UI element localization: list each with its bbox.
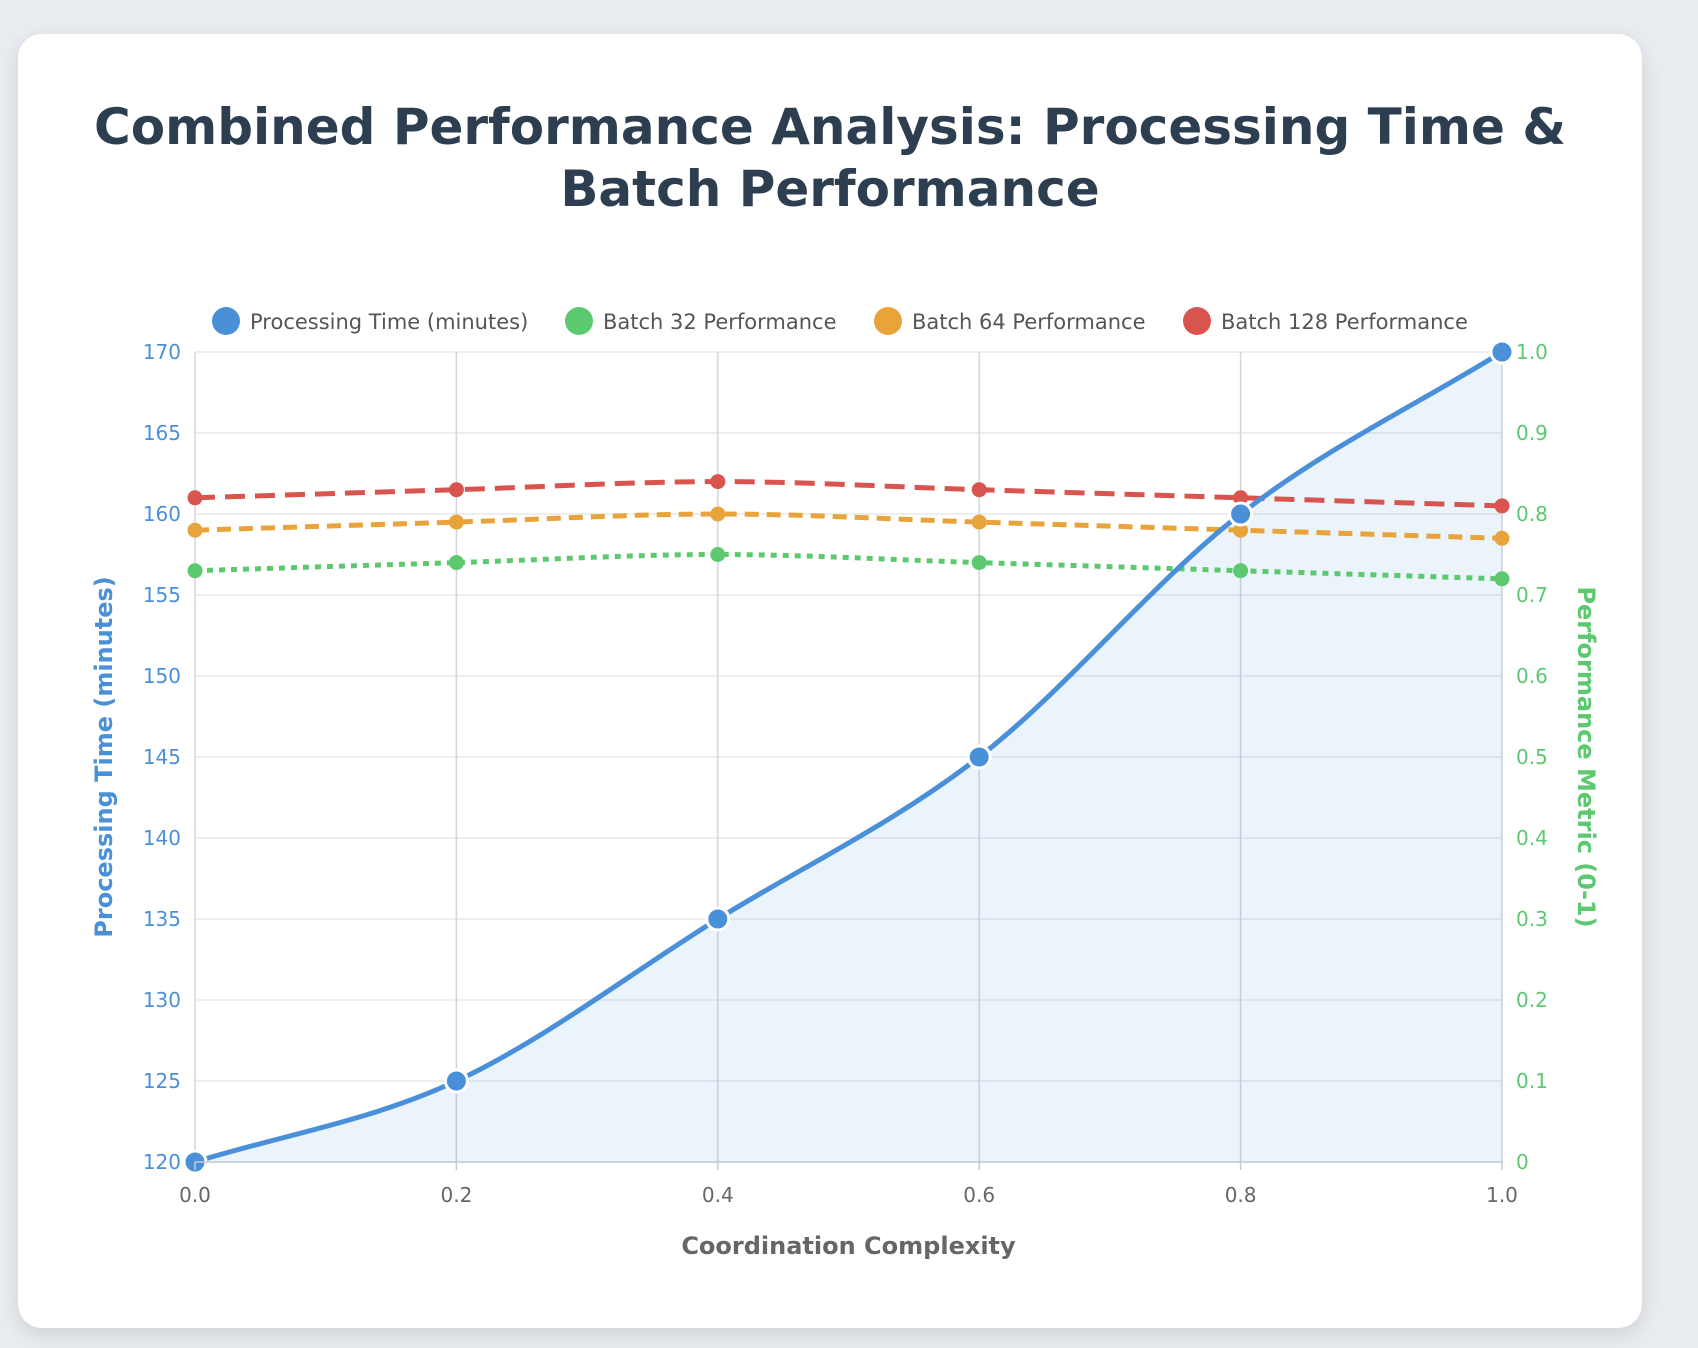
data-point-processing-time [1228, 501, 1254, 527]
series-line-batch-128-performance [194, 479, 1503, 509]
data-point-batch-32-performance [187, 563, 203, 579]
y-right-tick-label: 0.9 [1516, 421, 1548, 445]
y-right-tick-label: 0.4 [1516, 826, 1548, 850]
legend-label: Processing Time (minutes) [250, 310, 528, 334]
chart-card: Combined Performance Analysis: Processin… [18, 34, 1642, 1328]
data-point-processing-time [966, 744, 992, 770]
legend-swatch [212, 307, 240, 335]
data-point-batch-64-performance [448, 514, 464, 530]
data-point-batch-128-performance [1494, 498, 1510, 514]
data-point-batch-128-performance [448, 482, 464, 498]
y-left-tick-label: 155 [143, 583, 181, 607]
y-right-tick-label: 0.6 [1516, 664, 1548, 688]
data-point-batch-128-performance [710, 474, 726, 490]
y-right-tick-label: 0.1 [1516, 1069, 1548, 1093]
y-left-tick-label: 125 [143, 1069, 181, 1093]
legend-label: Batch 64 Performance [912, 310, 1146, 334]
data-point-batch-32-performance [448, 555, 464, 571]
series-line-batch-32-performance [194, 552, 1503, 582]
y-left-tick-label: 165 [143, 421, 181, 445]
y-right-tick-label: 0 [1516, 1150, 1529, 1174]
legend: Processing Time (minutes) Batch 32 Perfor… [212, 307, 1468, 335]
chart-title: Combined Performance Analysis: Processin… [94, 98, 1566, 218]
y-left-tick-label: 145 [143, 745, 181, 769]
data-point-batch-64-performance [187, 522, 203, 538]
data-point-batch-128-performance [1233, 490, 1249, 506]
grid [194, 351, 1503, 1163]
y-right-tick-label: 0.2 [1516, 988, 1548, 1012]
series-points [182, 339, 1515, 1175]
x-tick-label: 0.2 [440, 1183, 472, 1207]
data-point-processing-time [705, 906, 731, 932]
axes: 120 125 130 135 140 145 150 155 160 165 170 0 0.1 0.2… [90, 340, 1600, 1260]
data-point-batch-64-performance [971, 514, 987, 530]
data-point-batch-64-performance [1233, 522, 1249, 538]
y-left-tick-label: 150 [143, 664, 181, 688]
y-right-tick-label: 1.0 [1516, 340, 1548, 364]
series-lines [194, 349, 1504, 1165]
area-layer [195, 352, 1502, 1162]
y-left-tick-label: 170 [143, 340, 181, 364]
y-left-tick-label: 160 [143, 502, 181, 526]
y-right-tick-label: 0.5 [1516, 745, 1548, 769]
data-point-batch-32-performance [1233, 563, 1249, 579]
y-left-tick-label: 130 [143, 988, 181, 1012]
y-left-axis-title: Processing Time (minutes) [90, 576, 118, 937]
x-tick-label: 1.0 [1486, 1183, 1518, 1207]
y-right-tick-label: 0.7 [1516, 583, 1548, 607]
legend-label: Batch 128 Performance [1221, 310, 1468, 334]
y-left-tick-label: 140 [143, 826, 181, 850]
data-point-batch-64-performance [1494, 530, 1510, 546]
y-right-axis-title: Performance Metric (0-1) [1572, 586, 1600, 927]
series-area-processing-time [195, 352, 1502, 1162]
x-tick-label: 0.4 [702, 1183, 734, 1207]
data-point-processing-time [443, 1068, 469, 1094]
data-point-batch-32-performance [1494, 571, 1510, 587]
data-point-processing-time [1489, 339, 1515, 365]
data-point-batch-64-performance [710, 506, 726, 522]
y-left-tick-label: 135 [143, 907, 181, 931]
data-point-batch-32-performance [971, 555, 987, 571]
y-left-tick-label: 120 [143, 1150, 181, 1174]
x-axis-title: Coordination Complexity [681, 1232, 1016, 1260]
legend-label: Batch 32 Performance [603, 310, 837, 334]
data-point-batch-128-performance [971, 482, 987, 498]
x-tick-label: 0.6 [963, 1183, 995, 1207]
y-right-tick-label: 0.8 [1516, 502, 1548, 526]
legend-swatch [874, 307, 902, 335]
x-tick-label: 0.8 [1225, 1183, 1257, 1207]
series-line-processing-time-minutes [194, 349, 1504, 1165]
data-point-batch-128-performance [187, 490, 203, 506]
legend-swatch [1183, 307, 1211, 335]
x-tick-label: 0.0 [179, 1183, 211, 1207]
legend-swatch [565, 307, 593, 335]
series-line-batch-64-performance [194, 511, 1503, 541]
data-point-batch-32-performance [710, 547, 726, 562]
y-right-tick-label: 0.3 [1516, 907, 1548, 931]
